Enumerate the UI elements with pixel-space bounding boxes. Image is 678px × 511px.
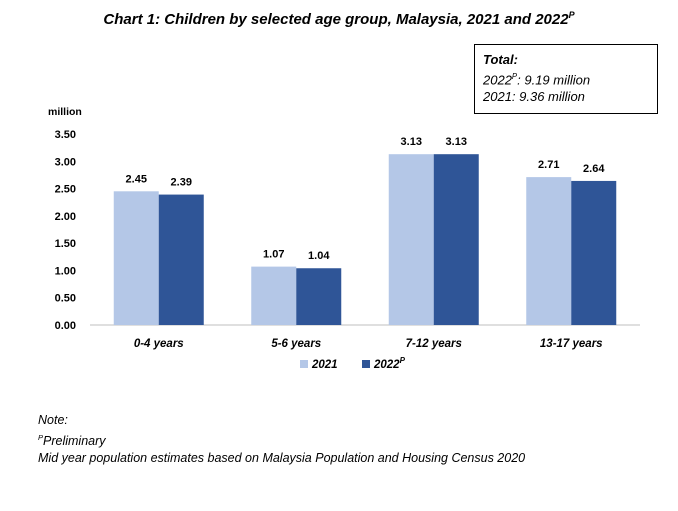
chart-title-text: Chart 1: Children by selected age group,… [103, 11, 569, 28]
legend-swatch [362, 360, 370, 368]
legend-label: 2022P [373, 356, 406, 371]
data-label: 3.13 [401, 136, 422, 148]
total-box: Total: 2022P: 9.19 million 2021: 9.36 mi… [474, 44, 658, 114]
x-tick-label: 7-12 years [406, 338, 462, 350]
legend-swatch [300, 360, 308, 368]
chart-title: Chart 1: Children by selected age group,… [0, 10, 678, 28]
bar [526, 177, 572, 325]
bar-chart: million 0.00 0.50 1.00 1.50 2.00 2.50 3.00 3.50 2… [48, 106, 640, 371]
x-tick-label: 0-4 years [134, 338, 184, 350]
data-label: 1.04 [308, 250, 330, 262]
note-preliminary-superscript: P [38, 433, 44, 442]
y-tick-label: 1.00 [55, 265, 76, 277]
bar [296, 268, 342, 325]
data-label: 2.39 [171, 177, 192, 189]
bar [571, 180, 617, 325]
x-tick-label: 5-6 years [271, 338, 321, 350]
y-tick-label: 0.00 [55, 320, 76, 332]
y-tick-label: 1.50 [55, 238, 76, 250]
bar [158, 194, 204, 325]
y-tick-label: 2.50 [55, 184, 76, 196]
total-2022-value: : 9.19 million [517, 72, 591, 88]
y-tick-label: 2.00 [55, 211, 76, 223]
note-source: Mid year population estimates based on M… [38, 451, 526, 466]
x-tick-label: 13-17 years [540, 338, 603, 350]
total-heading: Total: [483, 52, 518, 67]
legend-label: 2021 [311, 359, 338, 371]
total-2022: 2022P: 9.19 million [483, 68, 649, 88]
data-label: 1.07 [263, 249, 284, 261]
y-axis-unit-label: million [48, 106, 82, 118]
note-preliminary-text: Preliminary [43, 434, 106, 449]
data-label: 2.64 [583, 163, 605, 175]
chart-note: Note: PPreliminary Mid year population e… [38, 412, 525, 467]
bar [251, 266, 297, 325]
data-label: 2.71 [538, 159, 559, 171]
data-label: 3.13 [446, 136, 467, 148]
y-tick-label: 0.50 [55, 293, 76, 305]
total-2022-superscript: P [511, 72, 518, 81]
y-tick-label: 3.50 [55, 129, 76, 141]
chart-title-superscript: P [568, 10, 575, 20]
note-preliminary: PPreliminary [38, 429, 525, 450]
data-label: 2.45 [126, 173, 147, 185]
bar [433, 154, 479, 325]
bar [388, 154, 434, 325]
y-tick-label: 3.00 [55, 156, 76, 168]
bar [113, 191, 159, 325]
total-2022-year: 2022 [483, 72, 512, 88]
note-heading: Note: [38, 413, 68, 427]
total-2021: 2021: 9.36 million [483, 89, 585, 105]
